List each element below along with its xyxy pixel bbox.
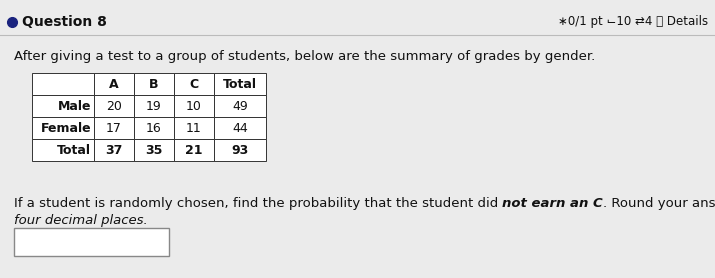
- Bar: [214, 73, 266, 95]
- Bar: [174, 73, 214, 95]
- Bar: [94, 139, 134, 161]
- Text: 44: 44: [232, 121, 248, 135]
- Bar: [174, 139, 214, 161]
- Text: 37: 37: [105, 143, 123, 157]
- Text: 93: 93: [232, 143, 249, 157]
- Text: Question 8: Question 8: [22, 15, 107, 29]
- Text: . Round your answer to: . Round your answer to: [603, 197, 715, 210]
- Text: 49: 49: [232, 100, 248, 113]
- Bar: [32, 95, 94, 117]
- Text: Female: Female: [40, 121, 91, 135]
- Text: 21: 21: [185, 143, 203, 157]
- Bar: [32, 117, 94, 139]
- Text: ∗0/1 pt ⌙10 ⇄4 ⓘ Details: ∗0/1 pt ⌙10 ⇄4 ⓘ Details: [558, 16, 708, 29]
- Text: 10: 10: [186, 100, 202, 113]
- Text: After giving a test to a group of students, below are the summary of grades by g: After giving a test to a group of studen…: [14, 50, 596, 63]
- Text: Male: Male: [57, 100, 91, 113]
- Bar: [32, 73, 94, 95]
- Text: 16: 16: [146, 121, 162, 135]
- Bar: [134, 117, 174, 139]
- Bar: [174, 117, 214, 139]
- Bar: [174, 95, 214, 117]
- Text: B: B: [149, 78, 159, 91]
- Text: not earn an C: not earn an C: [503, 197, 603, 210]
- Text: Total: Total: [223, 78, 257, 91]
- Bar: [134, 139, 174, 161]
- Text: C: C: [189, 78, 199, 91]
- Bar: [214, 95, 266, 117]
- Text: 35: 35: [145, 143, 163, 157]
- Text: Total: Total: [57, 143, 91, 157]
- Bar: [94, 95, 134, 117]
- Text: 11: 11: [186, 121, 202, 135]
- Bar: [214, 117, 266, 139]
- Bar: [134, 73, 174, 95]
- Bar: [134, 95, 174, 117]
- Bar: [94, 73, 134, 95]
- Text: 17: 17: [106, 121, 122, 135]
- Text: If a student is randomly chosen, find the probability that the student did: If a student is randomly chosen, find th…: [14, 197, 503, 210]
- Bar: [14, 228, 169, 256]
- Bar: [214, 139, 266, 161]
- Text: 19: 19: [146, 100, 162, 113]
- Bar: [94, 117, 134, 139]
- Bar: [32, 139, 94, 161]
- Text: four decimal places.: four decimal places.: [14, 214, 148, 227]
- Text: 20: 20: [106, 100, 122, 113]
- Text: A: A: [109, 78, 119, 91]
